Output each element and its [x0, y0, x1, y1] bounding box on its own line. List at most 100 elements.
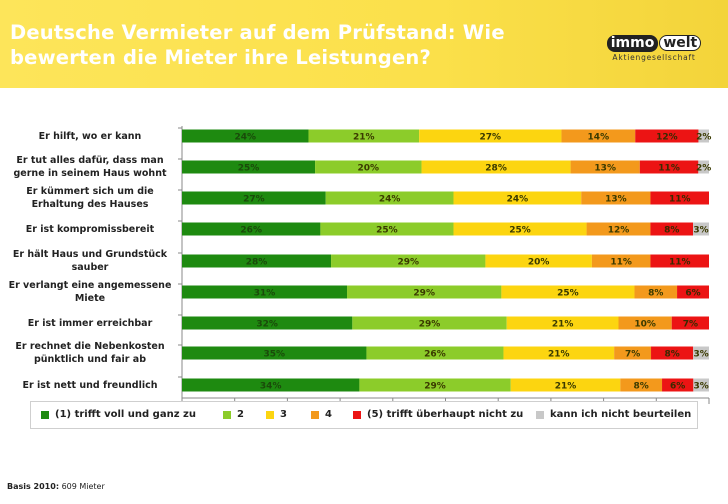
- category-label: Er ist immer erreichbar: [27, 317, 153, 329]
- data-label: 10%: [634, 320, 656, 330]
- legend-item: (1) trifft voll und ganz zu: [41, 409, 196, 420]
- bar-segment: [453, 191, 582, 205]
- data-label: 21%: [548, 350, 570, 360]
- bar-segment: [698, 160, 709, 174]
- bar-segment: [182, 129, 309, 143]
- bar-segment: [421, 160, 571, 174]
- bar-segment: [591, 254, 651, 268]
- data-label: 2%: [696, 164, 711, 174]
- data-label: 12%: [656, 133, 678, 143]
- data-label: 8%: [664, 350, 679, 360]
- data-label: 32%: [256, 320, 278, 330]
- data-label: 6%: [670, 382, 685, 392]
- data-label: 20%: [358, 164, 380, 174]
- legend-label: (5) trifft überhaupt nicht zu: [367, 409, 524, 420]
- data-label: 25%: [238, 164, 260, 174]
- data-label: 27%: [480, 133, 502, 143]
- data-label: 26%: [240, 226, 262, 236]
- bar-segment: [182, 316, 353, 330]
- data-label: 20%: [528, 258, 550, 268]
- data-label: 11%: [669, 258, 691, 268]
- legend-swatch: [266, 410, 274, 419]
- bar-segment: [651, 346, 694, 360]
- data-label: 25%: [557, 289, 579, 299]
- legend-label: kann ich nicht beurteilen: [550, 409, 692, 420]
- bar-segment: [618, 316, 672, 330]
- bar-segment: [352, 316, 507, 330]
- data-label: 21%: [552, 320, 574, 330]
- logo-subtitle: Aktiengesellschaft: [612, 53, 696, 62]
- data-label: 28%: [485, 164, 507, 174]
- bar-segment: [620, 378, 663, 392]
- data-label: 24%: [379, 195, 401, 205]
- data-label: 21%: [555, 382, 577, 392]
- logo-left: immo: [606, 34, 659, 52]
- legend-swatch: [353, 410, 361, 419]
- bar-segment: [650, 254, 709, 268]
- data-label: 25%: [509, 226, 531, 236]
- data-label: 29%: [419, 320, 441, 330]
- category-label: Er hält Haus und Grundstück sauber: [12, 249, 168, 273]
- bar-segment: [698, 129, 709, 143]
- data-label: 8%: [664, 226, 679, 236]
- bar-segment: [182, 346, 367, 360]
- footnote-label: Basis 2010:: [7, 482, 60, 491]
- data-label: 35%: [263, 350, 285, 360]
- category-label: Er hilft, wo er kann: [38, 130, 142, 142]
- bar-segment: [671, 316, 709, 330]
- bar-segment: [182, 285, 348, 299]
- data-label: 28%: [246, 258, 268, 268]
- data-label: 6%: [685, 289, 700, 299]
- data-label: 29%: [413, 289, 435, 299]
- bar-segment: [662, 378, 694, 392]
- bar-segment: [419, 129, 562, 143]
- bar-segment: [561, 129, 636, 143]
- legend-label: 3: [280, 409, 287, 420]
- bar-segment: [308, 129, 420, 143]
- bar-segment: [182, 254, 332, 268]
- data-label: 3%: [694, 382, 709, 392]
- legend-swatch: [536, 410, 544, 419]
- bar-segment: [650, 222, 694, 236]
- legend-item: 2: [223, 409, 244, 420]
- bar-segment: [182, 378, 360, 392]
- data-label: 11%: [658, 164, 680, 174]
- data-label: 3%: [693, 226, 708, 236]
- footnote-text: 609 Mieter: [61, 482, 105, 491]
- bar-segment: [506, 316, 619, 330]
- bar-segment: [359, 378, 511, 392]
- bar-segment: [614, 346, 652, 360]
- data-label: 8%: [648, 289, 663, 299]
- bar-segment: [635, 129, 699, 143]
- bar-segment: [182, 160, 316, 174]
- bar-segment: [366, 346, 504, 360]
- data-label: 31%: [254, 289, 276, 299]
- legend-swatch: [311, 410, 319, 419]
- bar-segment: [586, 222, 651, 236]
- data-label: 29%: [424, 382, 446, 392]
- legend-label: (1) trifft voll und ganz zu: [55, 409, 196, 420]
- data-label: 14%: [588, 133, 610, 143]
- data-label: 8%: [634, 382, 649, 392]
- bar-segment: [650, 191, 709, 205]
- bar-segment: [693, 378, 709, 392]
- bar-segment: [331, 254, 486, 268]
- chart-legend: (1) trifft voll und ganz zu 2 3 4 (5) trifft…: [30, 401, 698, 429]
- bar-segment: [182, 222, 321, 236]
- immowelt-logo: immo welt Aktiengesellschaft: [598, 34, 710, 68]
- data-label: 25%: [376, 226, 398, 236]
- data-label: 7%: [625, 350, 640, 360]
- data-label: 29%: [397, 258, 419, 268]
- slide-title: Deutsche Vermieter auf dem Prüfstand: Wi…: [10, 21, 505, 69]
- category-label: Er kümmert sich um die Erhaltung des Hau…: [26, 186, 154, 210]
- legend-item: 4: [311, 409, 332, 420]
- bar-segment: [325, 191, 454, 205]
- category-label: Er verlangt eine angemessene Miete: [8, 280, 172, 304]
- legend-item: (5) trifft überhaupt nicht zu: [353, 409, 523, 420]
- bar-segment: [677, 285, 709, 299]
- slide-header: [0, 0, 728, 88]
- data-label: 12%: [608, 226, 630, 236]
- bar-segment: [320, 222, 454, 236]
- logo-right: welt: [659, 35, 702, 51]
